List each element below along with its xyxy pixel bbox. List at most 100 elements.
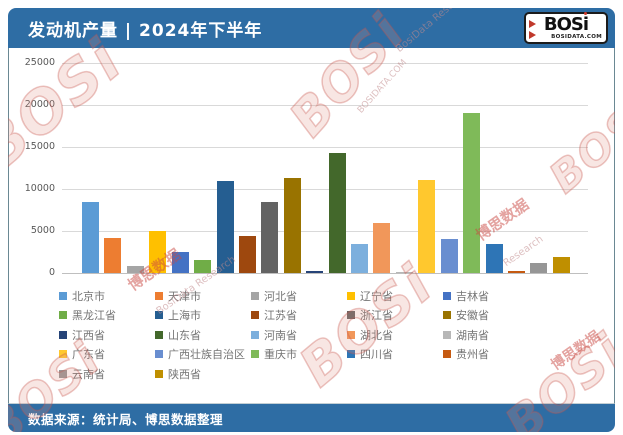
bar-湖北省 [373,223,391,273]
legend-swatch-icon [443,311,451,320]
bar-浙江省 [261,202,279,273]
chart-footer: 数据来源：统计局、博思数据整理 [8,404,615,432]
legend-label: 江西省 [72,328,105,342]
legend-label: 安徽省 [456,309,489,323]
bar-江苏省 [238,236,256,273]
legend-swatch-icon [251,330,259,339]
legend-item: 贵州省 [443,345,539,365]
gridline [62,273,588,274]
legend-item: 北京市 [59,286,155,306]
bar-河北省 [126,266,144,273]
gridline [62,231,588,232]
legend-item: 天津市 [155,286,251,306]
legend-item: 云南省 [59,364,155,384]
legend-item: 吉林省 [443,286,539,306]
gridline [62,105,588,106]
legend-swatch-icon [59,369,67,378]
legend-swatch-icon [155,311,163,320]
legend-label: 北京市 [72,289,105,303]
legend-swatch-icon [347,291,355,300]
bar-贵州省 [508,271,526,273]
bar-广东省 [418,179,436,273]
legend-label: 黑龙江省 [72,309,116,323]
bar-安徽省 [283,178,301,273]
bar-天津市 [104,237,122,273]
gridline [62,189,588,190]
legend-item: 上海市 [155,306,251,326]
legend-swatch-icon [59,330,67,339]
bosi-logo: BOSi BOSIDATA.COM [524,12,608,44]
legend-swatch-icon [443,350,451,359]
logo-triangle-icon [529,31,536,39]
logo-text-main: BOS [543,14,584,35]
legend-label: 湖北省 [360,328,393,342]
legend-swatch-icon [59,291,67,300]
legend-item: 黑龙江省 [59,306,155,326]
legend-label: 湖南省 [456,328,489,342]
bar-山东省 [328,152,346,273]
y-axis-tick-label: 15000 [24,141,55,152]
legend-label: 辽宁省 [360,289,393,303]
legend-swatch-icon [443,330,451,339]
plot-area [62,63,588,274]
legend-label: 陕西省 [168,367,201,381]
legend-label: 重庆市 [264,348,297,362]
legend-label: 广西壮族自治区 [168,348,245,362]
legend-label: 河南省 [264,328,297,342]
legend-label: 四川省 [360,348,393,362]
y-axis-tick-label: 5000 [30,225,55,236]
logo-text: BOSi [543,14,589,35]
legend-label: 贵州省 [456,348,489,362]
legend-item: 江苏省 [251,306,347,326]
legend-swatch-icon [155,369,163,378]
bar-四川省 [485,243,503,273]
logo-subtext: BOSIDATA.COM [551,34,602,40]
chart-card: 发动机产量 | 2024年下半年 BOSi BOSIDATA.COM 25000… [8,8,615,432]
y-axis-tick-label: 20000 [24,99,55,110]
legend-item: 山东省 [155,325,251,345]
legend-label: 浙江省 [360,309,393,323]
bar-广西壮族自治区 [440,239,458,273]
logo-text-i: i [582,14,589,35]
bar-上海市 [216,180,234,273]
page-title: 发动机产量 | 2024年下半年 [28,20,263,41]
gridline [62,63,588,64]
legend-swatch-icon [443,291,451,300]
legend-swatch-icon [59,350,67,359]
legend-label: 吉林省 [456,289,489,303]
legend-swatch-icon [251,291,259,300]
legend-swatch-icon [347,311,355,320]
legend-swatch-icon [251,350,259,359]
legend-item: 辽宁省 [347,286,443,306]
bar-吉林省 [171,252,189,273]
y-axis-tick-label: 10000 [24,183,55,194]
legend-item: 湖南省 [443,325,539,345]
legend-swatch-icon [347,350,355,359]
bar-重庆市 [463,112,481,273]
legend-item: 重庆市 [251,345,347,365]
bar-云南省 [530,262,548,273]
bar-湖南省 [395,271,413,273]
gridline [62,147,588,148]
legend-swatch-icon [155,350,163,359]
y-axis-tick-label: 0 [48,267,55,278]
legend-label: 上海市 [168,309,201,323]
legend-swatch-icon [251,311,259,320]
bar-陕西省 [552,257,570,273]
legend-item: 广西壮族自治区 [155,345,251,365]
legend-item: 浙江省 [347,306,443,326]
legend-label: 云南省 [72,367,105,381]
bar-辽宁省 [149,231,167,273]
bar-江西省 [306,271,324,273]
bar-series [62,63,588,273]
legend-item: 陕西省 [155,364,251,384]
chart-area: 25000 20000 15000 10000 5000 0 北京市 天津市 河北省 辽宁省 吉林… [8,48,615,404]
legend-swatch-icon [155,291,163,300]
legend-swatch-icon [59,311,67,320]
legend-item: 广东省 [59,345,155,365]
chart-legend: 北京市 天津市 河北省 辽宁省 吉林省 黑龙江省 上海市 江苏省 浙江省 安徽省 江西省 山东省 河南省… [59,286,539,384]
legend-item: 湖北省 [347,325,443,345]
logo-triangle-icon [529,20,536,28]
legend-item: 四川省 [347,345,443,365]
legend-label: 天津市 [168,289,201,303]
